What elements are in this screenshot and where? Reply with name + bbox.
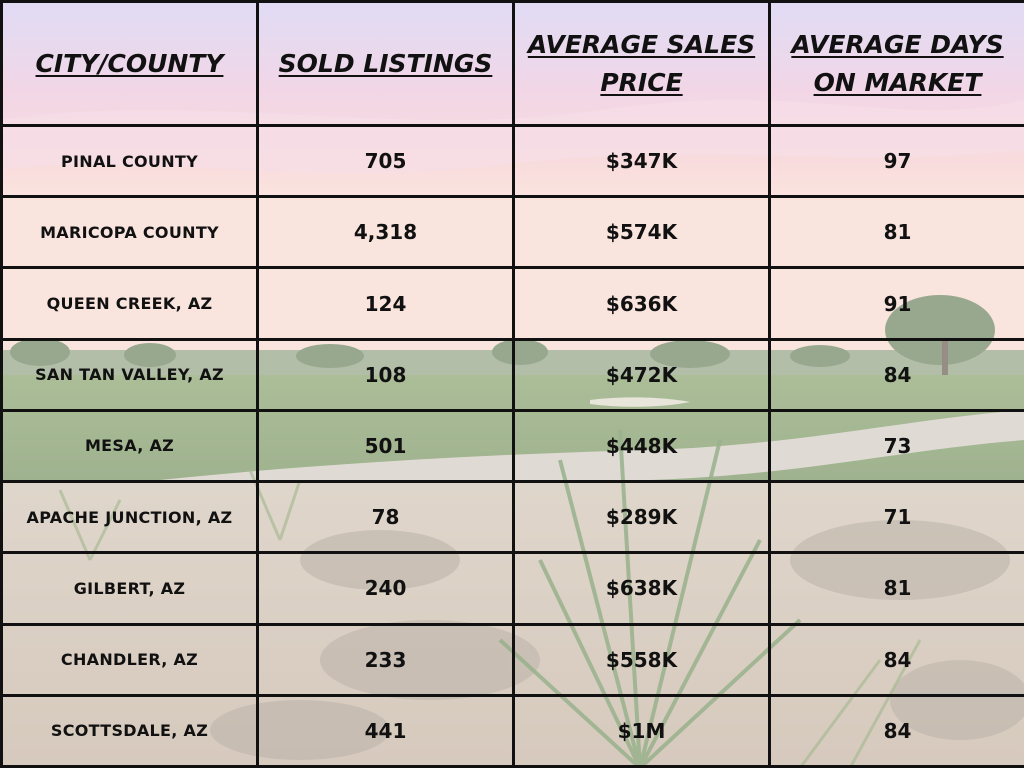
city-cell: QUEEN CREEK, AZ [0,266,259,341]
table-row: SCOTTSDALE, AZ 441 $1M 84 [0,693,1024,768]
city-cell: CHANDLER, AZ [0,622,259,697]
table-row: SAN TAN VALLEY, AZ 108 $472K 84 [0,337,1024,412]
average-price-cell: $574K [512,195,771,270]
sold-listings-cell: 124 [256,266,515,341]
city-cell: APACHE JUNCTION, AZ [0,480,259,555]
header-row: CITY/COUNTY SOLD LISTINGS AVERAGE SALES … [0,0,1024,127]
days-on-market-cell: 84 [768,622,1024,697]
header-sold-listings: SOLD LISTINGS [256,0,515,127]
days-on-market-cell: 84 [768,337,1024,412]
average-price-cell: $448K [512,408,771,484]
sold-listings-cell: 705 [256,123,515,199]
city-cell: MESA, AZ [0,408,259,484]
average-price-cell: $636K [512,266,771,341]
sold-listings-cell: 4,318 [256,195,515,270]
average-price-cell: $558K [512,622,771,697]
city-cell: SCOTTSDALE, AZ [0,693,259,768]
sold-listings-cell: 441 [256,693,515,768]
table-row: PINAL COUNTY 705 $347K 97 [0,123,1024,199]
header-average-days-on-market: AVERAGE DAYS ON MARKET [768,0,1024,127]
days-on-market-cell: 84 [768,693,1024,768]
days-on-market-cell: 81 [768,195,1024,270]
days-on-market-cell: 71 [768,480,1024,555]
sold-listings-cell: 501 [256,408,515,484]
city-cell: PINAL COUNTY [0,123,259,199]
table-row: CHANDLER, AZ 233 $558K 84 [0,622,1024,697]
days-on-market-cell: 91 [768,266,1024,341]
average-price-cell: $289K [512,480,771,555]
city-cell: GILBERT, AZ [0,551,259,626]
days-on-market-cell: 97 [768,123,1024,199]
table-row: GILBERT, AZ 240 $638K 81 [0,551,1024,626]
sold-listings-cell: 233 [256,622,515,697]
table-row: QUEEN CREEK, AZ 124 $636K 91 [0,266,1024,341]
city-cell: MARICOPA COUNTY [0,195,259,270]
average-price-cell: $472K [512,337,771,412]
header-average-sales-price: AVERAGE SALES PRICE [512,0,771,127]
average-price-cell: $347K [512,123,771,199]
sold-listings-cell: 108 [256,337,515,412]
sold-listings-cell: 240 [256,551,515,626]
city-cell: SAN TAN VALLEY, AZ [0,337,259,412]
days-on-market-cell: 73 [768,408,1024,484]
table-row: APACHE JUNCTION, AZ 78 $289K 71 [0,480,1024,555]
sold-listings-cell: 78 [256,480,515,555]
average-price-cell: $1M [512,693,771,768]
table-row: MESA, AZ 501 $448K 73 [0,408,1024,484]
average-price-cell: $638K [512,551,771,626]
table-row: MARICOPA COUNTY 4,318 $574K 81 [0,195,1024,270]
days-on-market-cell: 81 [768,551,1024,626]
header-city-county: CITY/COUNTY [0,0,259,127]
